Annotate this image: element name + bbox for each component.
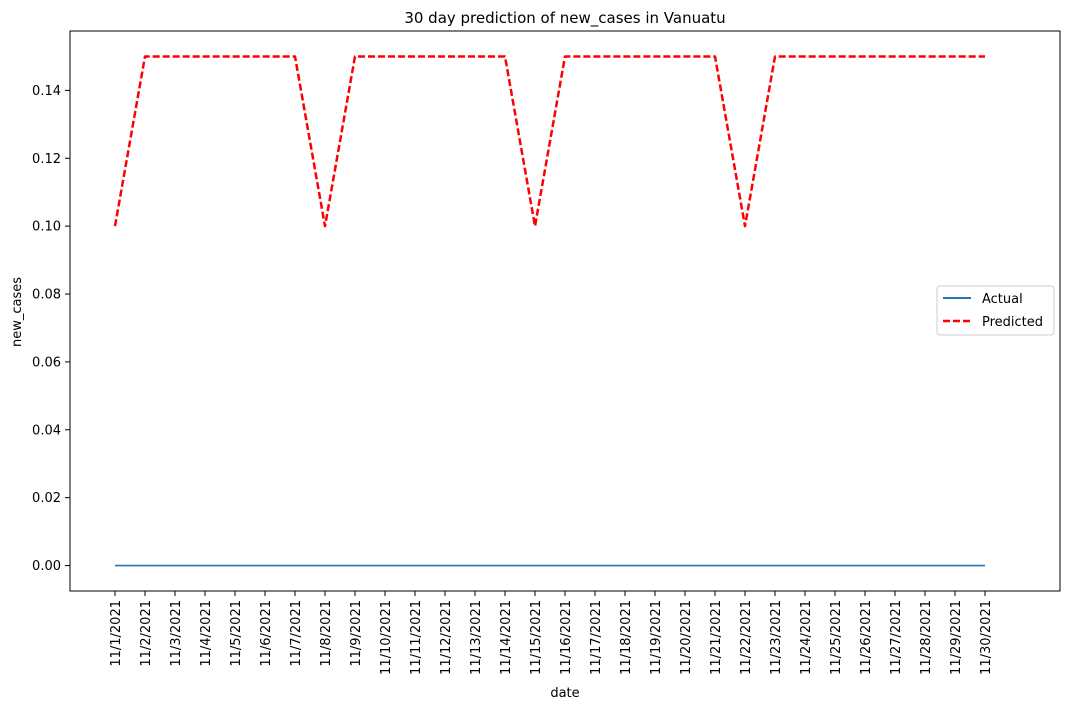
x-tick-label: 11/30/2021 <box>979 600 994 675</box>
x-tick-label: 11/21/2021 <box>709 600 724 675</box>
chart-title: 30 day prediction of new_cases in Vanuat… <box>404 9 725 28</box>
x-tick-label: 11/20/2021 <box>679 600 694 675</box>
legend: Actual Predicted <box>936 285 1055 336</box>
x-tick-label: 11/14/2021 <box>499 600 514 675</box>
series-line-predicted <box>113 55 985 228</box>
x-tick-label: 11/23/2021 <box>769 600 784 675</box>
legend-actual-label: Actual <box>982 292 1023 307</box>
x-tick-label: 11/25/2021 <box>829 600 844 675</box>
x-tick-label: 11/11/2021 <box>409 600 424 675</box>
x-tick-label: 11/16/2021 <box>559 600 574 675</box>
x-tick-label: 11/2/2021 <box>139 600 154 667</box>
x-axis: 11/1/2021 11/2/2021 11/3/2021 11/4/2021 11/5… <box>109 591 994 675</box>
y-tick-label: 0.06 <box>32 355 61 370</box>
x-tick-label: 11/10/2021 <box>379 600 394 675</box>
y-tick-label: 0.04 <box>32 423 61 438</box>
y-tick-label: 0.08 <box>32 288 61 303</box>
series-group <box>113 55 985 567</box>
x-tick-label: 11/13/2021 <box>469 600 484 675</box>
x-tick-label: 11/28/2021 <box>919 600 934 675</box>
x-tick-label: 11/22/2021 <box>739 600 754 675</box>
y-tick-label: 0.10 <box>32 220 61 235</box>
x-tick-label: 11/12/2021 <box>439 600 454 675</box>
x-tick-label: 11/18/2021 <box>619 600 634 675</box>
plot-frame <box>69 30 1061 592</box>
y-axis: 0.00 0.02 0.04 0.06 0.08 0.10 0.12 0.14 <box>32 84 70 574</box>
x-tick-label: 11/24/2021 <box>799 600 814 675</box>
x-tick-label: 11/3/2021 <box>169 600 184 667</box>
x-tick-label: 11/26/2021 <box>859 600 874 675</box>
x-tick-label: 11/8/2021 <box>319 600 334 667</box>
x-tick-label: 11/29/2021 <box>949 600 964 675</box>
x-tick-label: 11/19/2021 <box>649 600 664 675</box>
x-tick-label: 11/15/2021 <box>529 600 544 675</box>
y-tick-label: 0.14 <box>32 84 61 99</box>
y-tick-label: 0.02 <box>32 491 61 506</box>
x-tick-label: 11/4/2021 <box>199 600 214 667</box>
x-tick-label: 11/6/2021 <box>259 600 274 667</box>
x-tick-label: 11/5/2021 <box>229 600 244 667</box>
y-axis-label: new_cases <box>10 277 25 347</box>
x-tick-label: 11/27/2021 <box>889 600 904 675</box>
x-tick-label: 11/7/2021 <box>289 600 304 667</box>
x-axis-label: date <box>550 686 579 701</box>
y-tick-label: 0.00 <box>32 559 61 574</box>
y-tick-label: 0.12 <box>32 152 61 167</box>
x-tick-label: 11/17/2021 <box>589 600 604 675</box>
x-tick-label: 11/9/2021 <box>349 600 364 667</box>
x-tick-label: 11/1/2021 <box>109 600 124 667</box>
legend-predicted-label: Predicted <box>982 315 1043 330</box>
